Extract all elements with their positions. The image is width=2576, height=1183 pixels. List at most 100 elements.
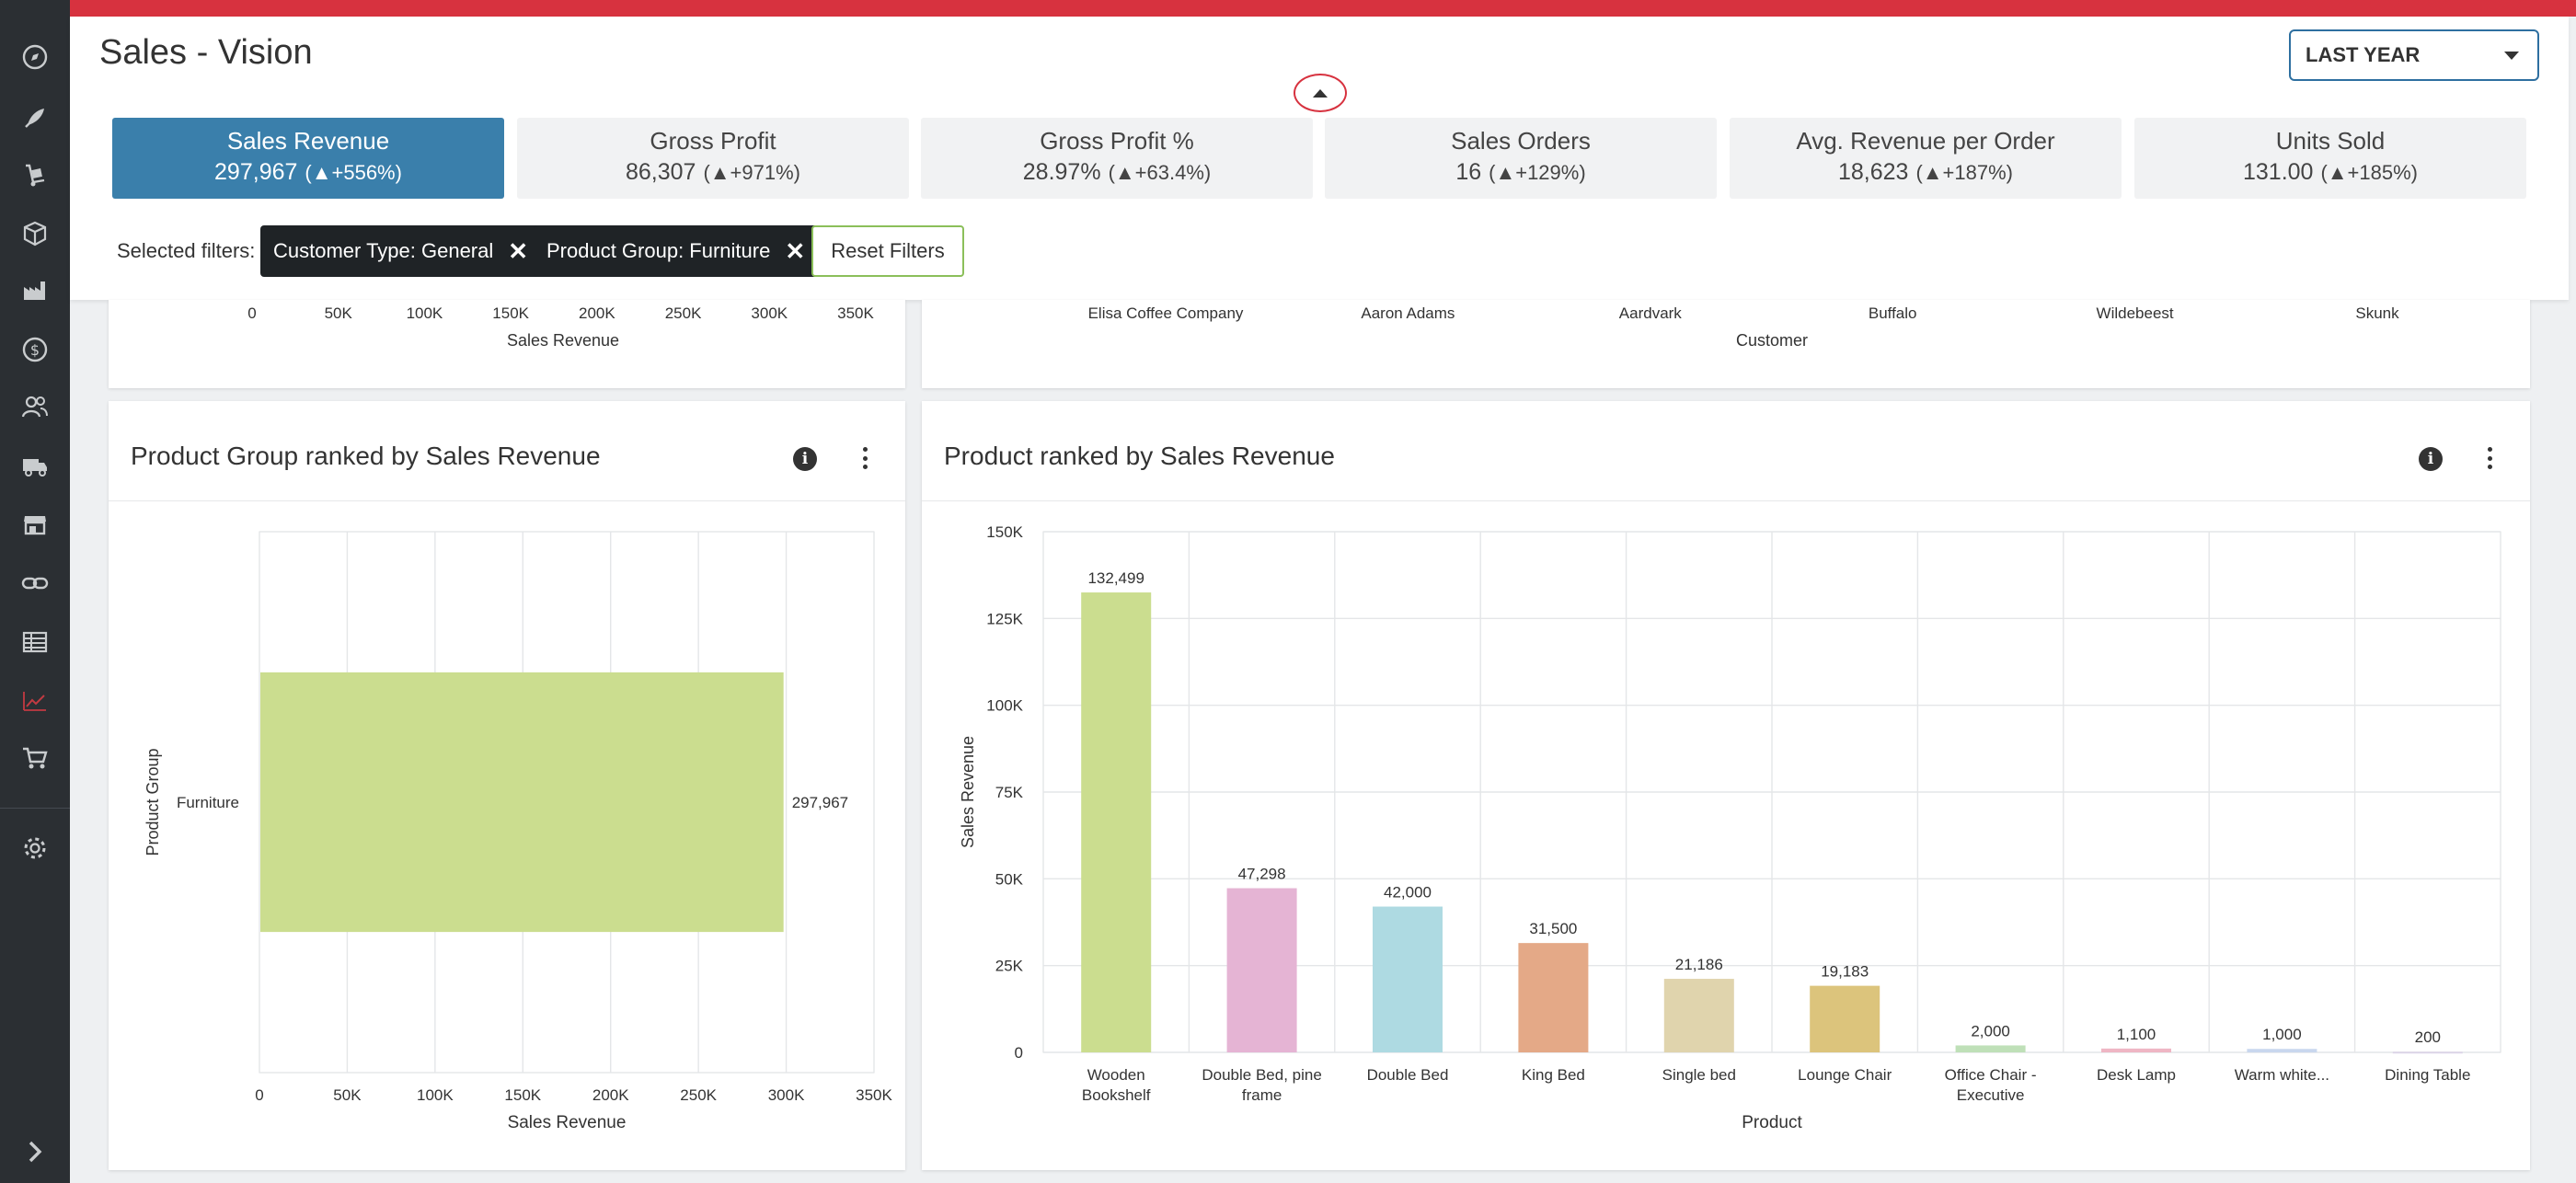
bar-value-label: 132,499 [1087, 569, 1144, 587]
kpi-change: (▲+63.4%) [1108, 161, 1212, 184]
x-tick-label: frame [1242, 1086, 1282, 1104]
x-tick-label: Wildebeest [2097, 304, 2174, 322]
kpi-gross-profit[interactable]: Gross Profit 86,307 (▲+971%) [517, 118, 909, 199]
info-icon[interactable]: i [2419, 447, 2443, 471]
card-divider [922, 500, 2530, 501]
kpi-change: (▲+129%) [1489, 161, 1586, 184]
x-tick-label: 250K [680, 1086, 717, 1104]
bar[interactable] [2101, 1048, 2171, 1052]
bar-value-label: 297,967 [792, 794, 848, 811]
people-icon[interactable] [13, 385, 57, 429]
bar[interactable] [1810, 985, 1880, 1052]
bar[interactable] [1081, 592, 1152, 1052]
info-icon[interactable]: i [793, 447, 817, 471]
more-options-icon[interactable] [856, 442, 874, 475]
kpi-change: (▲+971%) [703, 161, 800, 184]
kpi-label: Gross Profit % [1040, 127, 1194, 155]
kpi-sales-revenue[interactable]: Sales Revenue 297,967 (▲+556%) [112, 118, 504, 199]
bar[interactable] [1955, 1045, 2026, 1052]
bar[interactable] [1226, 888, 1297, 1052]
remove-filter-icon[interactable]: ✕ [785, 236, 806, 265]
product-chart-card: Product ranked by Sales Revenue i 0 25K 50… [922, 401, 2530, 1170]
kpi-change: (▲+556%) [305, 161, 402, 184]
store-icon[interactable] [13, 502, 57, 546]
x-axis-title: Sales Revenue [508, 1113, 627, 1132]
period-select[interactable]: LAST YEAR [2289, 29, 2539, 81]
kpi-value: 16 [1455, 159, 1482, 185]
truck-icon[interactable] [13, 443, 57, 488]
filter-chip-customer-type[interactable]: Customer Type: General ✕ [260, 225, 542, 277]
kpi-units-sold[interactable]: Units Sold 131.00 (▲+185%) [2134, 118, 2526, 199]
factory-icon[interactable] [13, 269, 57, 313]
y-tick-label: 100K [986, 697, 1023, 715]
bar-value-label: 1,100 [2117, 1026, 2156, 1043]
reset-filters-button[interactable]: Reset Filters [811, 225, 964, 277]
x-tick-label: 250K [665, 304, 702, 322]
x-tick-label: 100K [417, 1086, 454, 1104]
filter-chip-product-group[interactable]: Product Group: Furniture ✕ [534, 225, 819, 277]
dolly-icon[interactable] [13, 153, 57, 197]
kpi-value: 18,623 [1837, 159, 1909, 185]
dashboard-header: Sales - Vision LAST YEAR Sales Revenue 2… [70, 17, 2569, 300]
gear-icon[interactable] [13, 826, 57, 870]
bar[interactable] [2247, 1049, 2317, 1052]
bar[interactable] [260, 672, 784, 933]
svg-text:$: $ [30, 341, 40, 359]
x-tick-label: Elisa Coffee Company [1088, 304, 1244, 322]
bar-value-label: 47,298 [1238, 866, 1286, 883]
x-tick-label: Skunk [2355, 304, 2399, 322]
bar[interactable] [1373, 906, 1443, 1052]
top-left-axis: 0 50K 100K 150K 200K 250K 300K 350K Sales Reven… [247, 304, 874, 350]
collapse-header-button[interactable] [1294, 74, 1347, 112]
y-tick-label: 25K [995, 958, 1024, 975]
x-axis-title: Customer [1736, 331, 1808, 350]
rocket-icon[interactable] [13, 96, 57, 140]
dollar-icon[interactable]: $ [13, 327, 57, 372]
expand-icon[interactable] [13, 1130, 57, 1174]
x-tick-label: 50K [333, 1086, 362, 1104]
kpi-value: 86,307 [625, 159, 696, 185]
kpi-sales-orders[interactable]: Sales Orders 16 (▲+129%) [1325, 118, 1717, 199]
table-icon[interactable] [13, 620, 57, 664]
y-tick-label: 125K [986, 610, 1023, 627]
remove-filter-icon[interactable]: ✕ [508, 236, 529, 265]
kpi-avg-revenue-per-order[interactable]: Avg. Revenue per Order 18,623 (▲+187%) [1730, 118, 2122, 199]
trending-icon[interactable] [13, 679, 57, 723]
chevron-down-icon [2504, 52, 2519, 60]
bar[interactable] [1663, 979, 1734, 1052]
bar-value-label: 19,183 [1821, 963, 1869, 981]
x-tick-label: Bookshelf [1082, 1086, 1151, 1104]
box-icon[interactable] [13, 212, 57, 256]
product-bar-chart: 0 25K 50K 75K 100K 125K 150K 132,499 Wooden Books… [959, 523, 2501, 1132]
kpi-gross-profit-pct[interactable]: Gross Profit % 28.97% (▲+63.4%) [921, 118, 1313, 199]
y-tick-label: 75K [995, 784, 1024, 801]
bar[interactable] [2392, 1051, 2463, 1054]
dashboard-icon[interactable] [13, 35, 57, 79]
product-group-bar-chart: 0 50K 100K 150K 200K 250K 300K 350K 297,967 Furni… [144, 531, 893, 1132]
sidebar: $ [0, 0, 70, 1183]
x-tick-label: 150K [504, 1086, 541, 1104]
x-tick-label: King Bed [1522, 1066, 1585, 1084]
y-tick-label: Furniture [177, 794, 239, 811]
x-tick-label: Double Bed [1367, 1066, 1449, 1084]
customer-type-chart-card: 0 50K 100K 150K 200K 250K 300K 350K Sales Reven… [109, 300, 905, 388]
bar-value-label: 31,500 [1529, 920, 1577, 937]
x-tick-label: Aardvark [1619, 304, 1683, 322]
link-icon[interactable] [13, 561, 57, 605]
x-tick-label: Buffalo [1869, 304, 1917, 322]
kpi-label: Gross Profit [650, 127, 776, 155]
y-tick-label: 150K [986, 523, 1023, 541]
bar[interactable] [1518, 943, 1589, 1052]
bar-value-label: 2,000 [1971, 1022, 2010, 1039]
x-tick-label: Aaron Adams [1361, 304, 1455, 322]
bar-value-label: 42,000 [1384, 884, 1432, 902]
x-tick-label: 200K [592, 1086, 629, 1104]
y-tick-label: 0 [1015, 1044, 1023, 1062]
kpi-label: Units Sold [2275, 127, 2386, 155]
product-group-chart-card: Product Group ranked by Sales Revenue i … [109, 401, 905, 1170]
kpi-label: Avg. Revenue per Order [1796, 127, 2055, 155]
more-options-icon[interactable] [2480, 442, 2499, 475]
x-tick-label: 0 [255, 1086, 263, 1104]
cart-icon[interactable] [13, 736, 57, 780]
x-tick-label: 300K [768, 1086, 805, 1104]
